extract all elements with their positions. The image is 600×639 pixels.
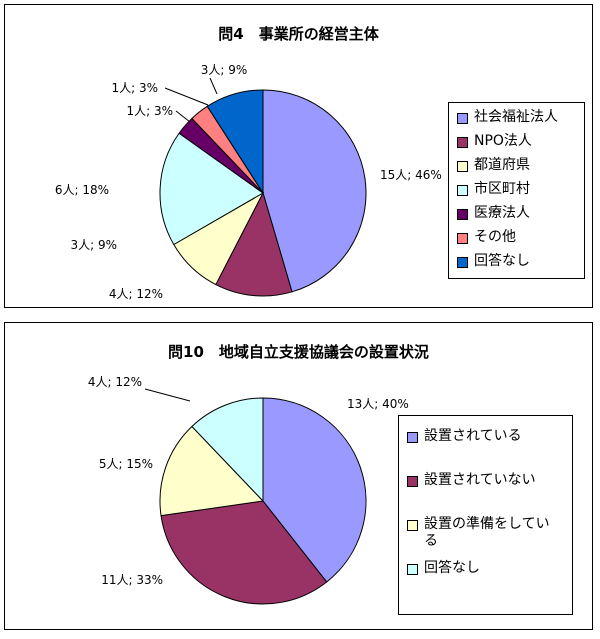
legend-swatch <box>457 257 468 268</box>
legend-item: 回答なし <box>457 253 584 277</box>
legend-item: 設置されていない <box>407 472 572 516</box>
pie-slice <box>215 191 293 297</box>
chart-panel-q10: 問10 地域自立支援協議会の設置状況 13人; 40% 11人; 33% 5人; 1… <box>4 322 593 630</box>
leader-line <box>175 110 191 123</box>
data-label: 4人; 12% <box>109 287 163 301</box>
legend-item: 市区町村 <box>457 181 584 205</box>
pie-slice <box>206 89 264 195</box>
legend-label: 設置されている <box>424 428 522 444</box>
legend-swatch <box>457 137 468 148</box>
data-label: 1人; 3% <box>126 104 173 118</box>
leader-line <box>144 388 191 402</box>
pie-slice <box>159 132 264 246</box>
legend-q4: 社会福祉法人 NPO法人都道府県市区町村医療法人その他回答なし <box>448 102 585 279</box>
legend-item: 医療法人 <box>457 205 584 229</box>
pie-slice <box>262 89 367 293</box>
legend-label: 都道府県 <box>474 157 530 173</box>
pie-chart-q4: 15人; 46% 4人; 12% 3人; 9% 6人; 18% 1人; 3% 1人; 3%… <box>55 63 442 301</box>
legend-item: 回答なし <box>407 560 572 604</box>
legend-label: 設置されていない <box>424 472 536 488</box>
data-label: 11人; 33% <box>101 573 163 587</box>
pie-chart-q10: 13人; 40% 11人; 33% 5人; 15% 4人; 12% <box>88 375 409 605</box>
legend-item: その他 <box>457 229 584 253</box>
pie-slice <box>191 397 264 503</box>
legend-swatch <box>457 185 468 196</box>
legend-swatch <box>407 564 418 575</box>
data-label: 3人; 9% <box>201 63 248 77</box>
pie-slice <box>160 500 328 605</box>
legend-item: 設置の準備をしている <box>407 516 572 560</box>
legend-label: 社会福祉法人 <box>474 109 558 125</box>
legend-label: 回答なし <box>474 253 530 269</box>
pie-slice <box>262 397 367 583</box>
chart-title: 問4 事業所の経営主体 <box>218 25 379 43</box>
legend-label: 回答なし <box>424 560 480 576</box>
chart-panel-q4: 問4 事業所の経営主体 15人; 46% 4人; 12% 3人; 9% 6人; 18%… <box>4 4 593 308</box>
legend-label: 医療法人 <box>474 205 530 221</box>
legend-item: 都道府県 <box>457 157 584 181</box>
legend-swatch <box>457 209 468 220</box>
legend-item: 社会福祉法人 <box>457 109 584 133</box>
data-label: 15人; 46% <box>380 168 442 182</box>
legend-swatch <box>457 233 468 244</box>
legend-swatch <box>407 432 418 443</box>
legend-swatch <box>457 161 468 172</box>
chart-title: 問10 地域自立支援協議会の設置状況 <box>168 343 429 361</box>
legend-label: 市区町村 <box>474 181 530 197</box>
legend-swatch <box>407 520 418 531</box>
data-label: 6人; 18% <box>55 183 109 197</box>
legend-label: 設置の準備をしている <box>424 516 550 549</box>
legend-item: NPO法人 <box>457 133 584 157</box>
data-label: 13人; 40% <box>347 397 409 411</box>
legend-label: NPO法人 <box>474 133 532 149</box>
pie-slice <box>159 425 265 517</box>
leader-line <box>164 87 209 106</box>
data-label: 3人; 9% <box>70 238 117 252</box>
data-label: 5人; 15% <box>99 457 153 471</box>
legend-q10: 設置されている 設置されていない設置の準備をしている回答なし <box>398 415 573 615</box>
legend-swatch <box>407 476 418 487</box>
data-label: 4人; 12% <box>88 375 142 389</box>
data-label: 1人; 3% <box>111 81 158 95</box>
legend-label: その他 <box>474 229 516 245</box>
legend-swatch <box>457 113 468 124</box>
legend-item: 設置されている <box>407 428 572 472</box>
leader-line <box>209 77 218 95</box>
